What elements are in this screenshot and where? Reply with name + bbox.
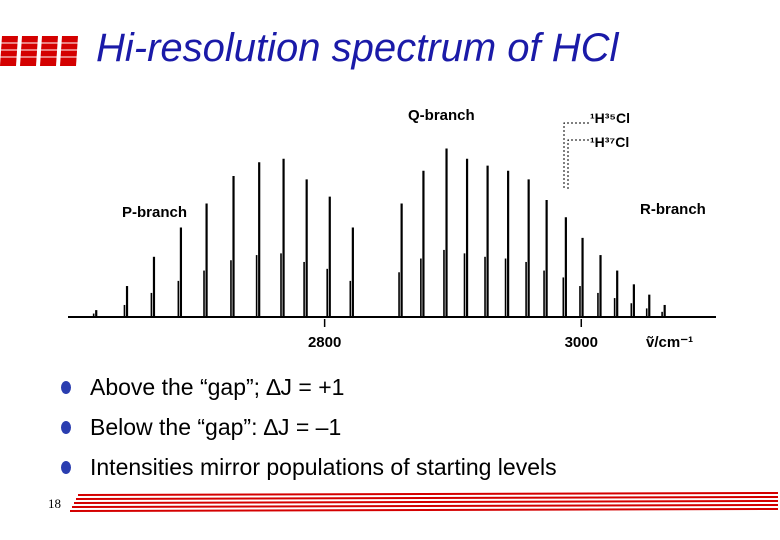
isotope-37-leader xyxy=(567,139,589,189)
p-branch-label: P-branch xyxy=(122,204,187,221)
red-stripe-logo xyxy=(0,36,80,66)
bullet-text: Above the “gap”; ∆J = +1 xyxy=(90,374,345,400)
x-axis-label: ṽ/cm⁻¹ xyxy=(646,334,693,351)
bullet-text: Intensities mirror populations of starti… xyxy=(90,454,557,480)
spectrum-peaks xyxy=(92,148,666,317)
bullet-dot-icon xyxy=(61,461,71,474)
bullet-dot-icon xyxy=(61,381,71,394)
isotope-35-label: ¹H³⁵Cl xyxy=(590,110,630,126)
bullet-item: Above the “gap”; ∆J = +1 xyxy=(60,370,557,410)
x-tick-label-2800: 2800 xyxy=(308,334,341,351)
bullet-text: Below the “gap”: ∆J = –1 xyxy=(90,414,342,440)
r-branch-label: R-branch xyxy=(640,201,706,218)
spectrum-chart: 2800 3000 ṽ/cm⁻¹ Q-branch P-branch R-bra… xyxy=(68,107,716,351)
bullet-list: Above the “gap”; ∆J = +1 Below the “gap”… xyxy=(60,370,557,490)
isotope-35-leader xyxy=(563,122,589,189)
isotope-37-label: ¹H³⁷Cl xyxy=(590,134,629,150)
slide-title: Hi-resolution spectrum of HCl xyxy=(96,26,619,70)
bullet-item: Intensities mirror populations of starti… xyxy=(60,450,557,490)
bullet-dot-icon xyxy=(61,421,71,434)
footer-rule xyxy=(70,492,779,512)
x-tick-label-3000: 3000 xyxy=(565,334,598,351)
page-number: 18 xyxy=(48,496,61,511)
bullet-item: Below the “gap”: ∆J = –1 xyxy=(60,410,557,450)
q-branch-label: Q-branch xyxy=(408,107,475,124)
